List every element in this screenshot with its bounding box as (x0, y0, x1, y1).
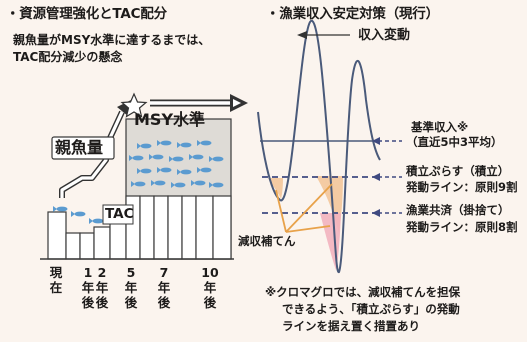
x-tick-char: 年 (81, 280, 95, 295)
x-tick-char: 年 (203, 280, 217, 295)
x-tick-char: 10 (201, 265, 219, 280)
fish-icon (169, 156, 184, 162)
fish-icon (149, 154, 164, 160)
fish-icon (151, 180, 166, 186)
x-tick-char: 後 (203, 295, 217, 310)
savings-label-1: 積立ぷらす（積立） (406, 164, 510, 178)
parent-label-box (51, 136, 115, 160)
fish-school (53, 140, 224, 224)
compensation-pointer-1 (285, 183, 333, 233)
x-tick-label: 10 年後 (200, 265, 220, 310)
x-tick-char: 年 (95, 280, 109, 295)
left-subtitle-line2: TAC配分減少の懸念 (13, 50, 123, 64)
base-income-label-2: （直近5中3平均） (406, 135, 503, 149)
x-tick-char: 年 (157, 280, 171, 295)
fish-icon (157, 140, 172, 146)
fish-icon (191, 180, 206, 186)
footnote-line1: ※クロマグロでは、減収補てんを担保 (265, 285, 461, 299)
tac-label: TAC (105, 206, 134, 222)
fish-icon (53, 206, 68, 212)
x-tick-char: 後 (157, 295, 171, 310)
footnote-line2: できるよう、「積立ぷらす」の発動 (282, 302, 460, 316)
x-tick-char: 在 (49, 280, 63, 295)
mutual-label-1: 漁業共済（掛捨て） (406, 203, 510, 217)
footnote-line3: ラインを据え置く措置あり (282, 319, 420, 333)
fish-icon (197, 140, 212, 146)
x-tick-char: 5 (126, 265, 136, 280)
x-tick-char: 年 (124, 280, 138, 295)
x-tick-char: 現 (49, 265, 63, 280)
fish-icon (197, 167, 212, 173)
fish-icon (177, 169, 192, 175)
compensation-pointer-3 (285, 225, 331, 233)
fish-icon (137, 143, 152, 149)
fish-icon (157, 167, 172, 173)
left-subtitle-line1: 親魚量がMSY水準に達するまでは、 (13, 33, 211, 47)
fish-icon (137, 168, 152, 174)
x-tick-char: 後 (124, 295, 138, 310)
mutual-label-2: 発動ライン：原則8割 (406, 220, 518, 234)
fish-icon (129, 155, 144, 161)
msy-label: MSY水準 (134, 110, 206, 129)
income-change-label: 収入変動 (358, 28, 411, 43)
left-title: ・資源管理強化とTAC配分 (6, 6, 167, 22)
x-tick-char: 後 (95, 295, 109, 310)
fish-icon (71, 211, 86, 217)
x-tick-char: 2 (97, 265, 107, 280)
x-tick-char: 7 (159, 265, 169, 280)
parent-fish-label: 親魚量 (55, 138, 104, 157)
fish-icon (189, 154, 204, 160)
savings-label-2: 発動ライン：原則9割 (406, 180, 518, 194)
compensation-pointer-2 (275, 189, 287, 233)
fish-icon (209, 156, 224, 162)
right-title: ・漁業収入安定対策（現行） (266, 6, 439, 22)
compensation-label: 減収補てん (238, 234, 296, 248)
base-income-label-1: 基準収入※ (411, 120, 469, 134)
x-tick-label: 現在 (48, 265, 64, 295)
income-curve (257, 19, 381, 274)
tac-label-box (102, 204, 134, 225)
fish-icon (209, 182, 224, 188)
x-tick-char: 1 (83, 265, 93, 280)
fish-icon (131, 181, 146, 187)
fish-icon (89, 218, 104, 224)
fish-icon (171, 182, 186, 188)
x-tick-char: 後 (81, 295, 95, 310)
star-icon (120, 92, 148, 118)
mutual-fill (320, 213, 341, 270)
fish-icon (177, 142, 192, 148)
